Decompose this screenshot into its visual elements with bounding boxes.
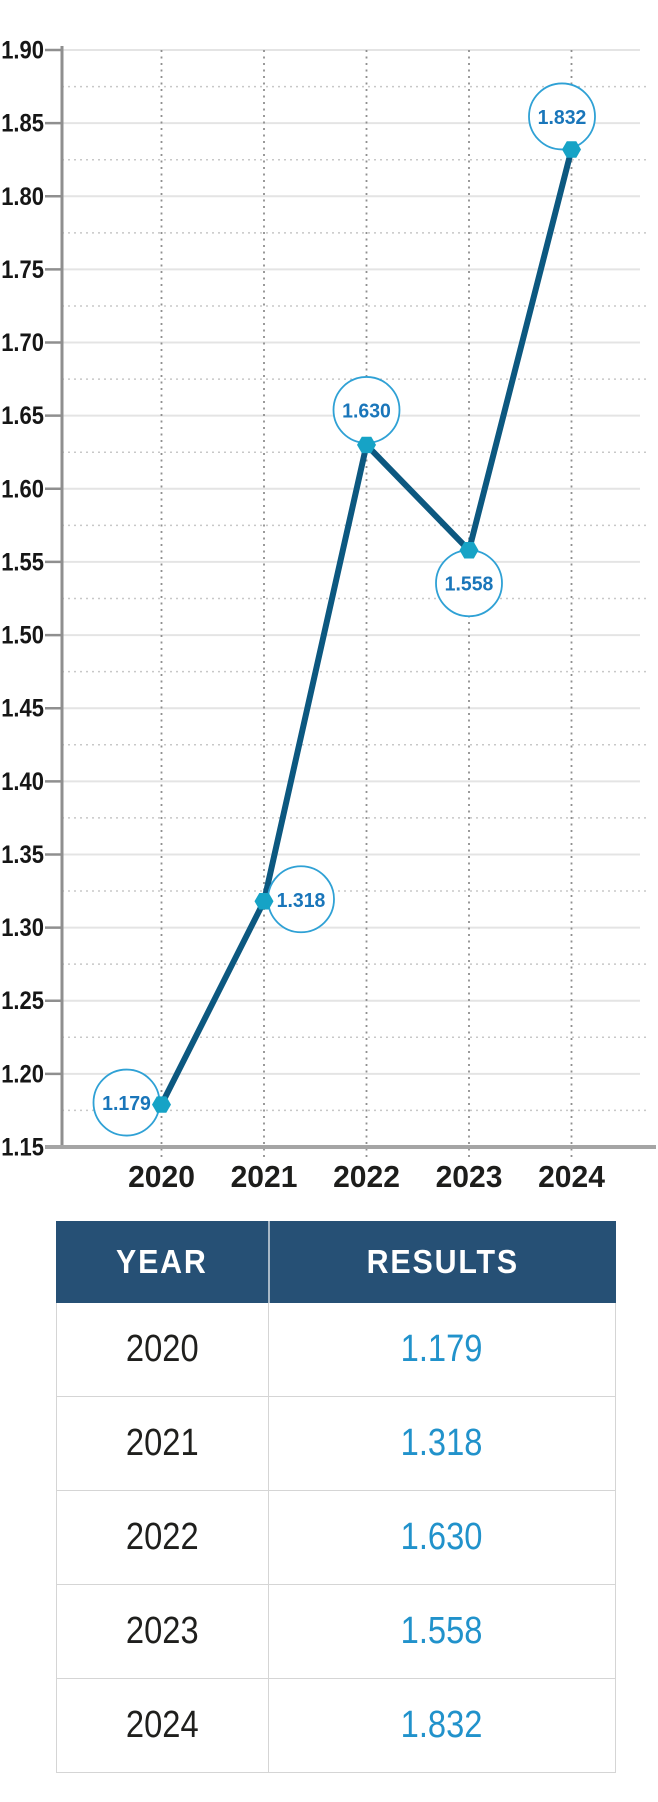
x-axis-label: 2022 xyxy=(333,1160,400,1195)
data-point-marker-2022 xyxy=(357,436,376,454)
result-cell: 1.832 xyxy=(269,1679,615,1772)
y-axis-label: 1.75 xyxy=(1,256,44,284)
data-point-marker-2020 xyxy=(152,1096,171,1113)
table-body: 2020 1.179 2021 1.318 2022 1.630 2023 1.… xyxy=(56,1303,616,1773)
table-row: 2021 1.318 xyxy=(57,1397,615,1491)
y-axis-label: 1.30 xyxy=(1,914,44,942)
y-axis-label: 1.60 xyxy=(1,475,44,503)
year-value: 2024 xyxy=(126,1704,199,1746)
x-axis-label: 2020 xyxy=(128,1160,195,1195)
y-axis-label: 1.70 xyxy=(1,329,44,357)
result-value: 1.832 xyxy=(401,1704,483,1746)
result-cell: 1.630 xyxy=(269,1491,615,1584)
y-axis-label: 1.40 xyxy=(1,768,44,796)
y-axis-label: 1.20 xyxy=(1,1060,44,1088)
year-cell: 2022 xyxy=(57,1491,269,1584)
value-badge-label: 1.318 xyxy=(277,889,326,912)
year-cell: 2024 xyxy=(57,1679,269,1772)
y-axis-label: 1.80 xyxy=(1,182,44,210)
year-cell: 2020 xyxy=(57,1303,269,1396)
year-cell: 2023 xyxy=(57,1585,269,1678)
y-axis-label: 1.90 xyxy=(1,36,44,64)
data-point-marker-2024 xyxy=(562,141,581,158)
value-badge-label: 1.832 xyxy=(538,107,587,130)
value-badge-label: 1.630 xyxy=(342,400,391,423)
value-badge-label: 1.179 xyxy=(102,1093,151,1116)
results-table: YEAR RESULTS 2020 1.179 2021 1.318 2022 … xyxy=(56,1221,616,1773)
column-header-results-label: RESULTS xyxy=(366,1243,520,1280)
table-row: 2020 1.179 xyxy=(57,1303,615,1397)
year-value: 2022 xyxy=(126,1516,199,1558)
y-axis-label: 1.15 xyxy=(1,1133,44,1161)
year-value: 2020 xyxy=(126,1328,199,1370)
result-value: 1.179 xyxy=(401,1328,483,1370)
x-axis-label: 2024 xyxy=(538,1160,605,1195)
result-value: 1.318 xyxy=(401,1422,483,1464)
y-axis-label: 1.25 xyxy=(1,987,44,1015)
table-row: 2023 1.558 xyxy=(57,1585,615,1679)
result-cell: 1.318 xyxy=(269,1397,615,1490)
data-point-marker-2021 xyxy=(254,893,274,910)
column-header-results: RESULTS xyxy=(268,1221,616,1303)
table-header-row: YEAR RESULTS xyxy=(56,1221,616,1303)
data-point-marker-2023 xyxy=(459,542,479,559)
value-badge xyxy=(528,82,596,151)
column-header-year-label: YEAR xyxy=(116,1243,208,1280)
result-cell: 1.179 xyxy=(269,1303,615,1396)
x-axis-label: 2021 xyxy=(231,1160,298,1195)
y-axis-label: 1.35 xyxy=(1,841,44,869)
year-value: 2021 xyxy=(126,1422,199,1464)
year-cell: 2021 xyxy=(57,1397,269,1490)
result-value: 1.558 xyxy=(401,1610,483,1652)
result-value: 1.630 xyxy=(401,1516,483,1558)
column-header-year: YEAR xyxy=(56,1221,268,1303)
result-cell: 1.558 xyxy=(269,1585,615,1678)
y-axis-label: 1.55 xyxy=(1,548,44,576)
value-badge-label: 1.558 xyxy=(445,573,494,596)
y-axis-label: 1.45 xyxy=(1,694,44,722)
table-row: 2024 1.832 xyxy=(57,1679,615,1773)
x-axis-label: 2023 xyxy=(436,1160,503,1195)
y-axis-label: 1.50 xyxy=(1,621,44,649)
table-row: 2022 1.630 xyxy=(57,1491,615,1585)
y-axis-label: 1.85 xyxy=(1,109,44,137)
year-value: 2023 xyxy=(126,1610,199,1652)
results-line-chart: 1.90 1.85 1.80 1.75 1.70 1.65 1.60 1.55 1.50 1.45… xyxy=(1,36,656,1195)
y-axis-label: 1.65 xyxy=(1,402,44,430)
